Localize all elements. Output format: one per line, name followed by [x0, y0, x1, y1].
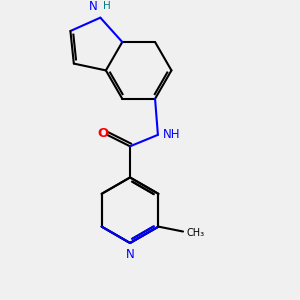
Text: H: H	[103, 2, 110, 11]
Text: O: O	[97, 127, 109, 140]
Text: CH₃: CH₃	[186, 228, 205, 238]
Text: N: N	[126, 248, 134, 261]
Text: N: N	[89, 0, 98, 13]
Text: NH: NH	[163, 128, 181, 141]
